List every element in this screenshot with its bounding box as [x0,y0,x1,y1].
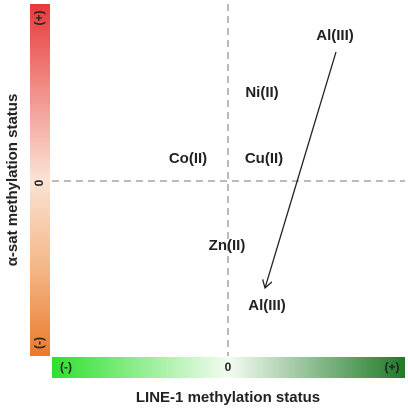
point-label: Zn(II) [209,237,246,254]
point-label: Al(III) [316,27,354,44]
y-scale-high: (+) [32,10,46,25]
y-axis-title: α-sat methylation status [4,94,21,267]
y-gradient-bar [30,4,50,356]
point-label: Cu(II) [245,150,283,167]
x-scale-high: (+) [385,360,400,374]
arrow [265,51,337,288]
x-scale-low: (-) [60,360,72,374]
x-gradient-bar [52,357,405,378]
point-label: Ni(II) [245,84,278,101]
y-scale-low: (-) [32,337,46,349]
point-label: Al(III) [248,297,286,314]
point-label: Co(II) [169,150,207,167]
x-axis-title: LINE-1 methylation status [136,389,320,406]
x-scale-mid: 0 [225,360,232,374]
y-scale-mid: 0 [32,179,46,186]
